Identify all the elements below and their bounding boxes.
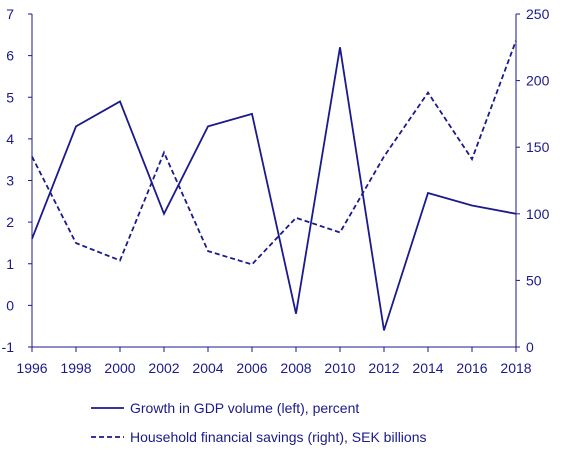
x-tick-label: 2012 bbox=[368, 360, 399, 376]
x-tick-label: 2016 bbox=[456, 360, 487, 376]
legend-label-household-savings: Household financial savings (right), SEK… bbox=[130, 429, 426, 445]
right-tick-label: 250 bbox=[526, 6, 550, 22]
x-tick-label: 2014 bbox=[412, 360, 443, 376]
series-line-gdp-growth bbox=[31, 47, 517, 331]
left-tick-label: 7 bbox=[6, 6, 14, 22]
legend: Growth in GDP volume (left), percent Hou… bbox=[91, 400, 426, 445]
x-tick-label: 2002 bbox=[148, 360, 179, 376]
x-tick-label: 2006 bbox=[236, 360, 267, 376]
x-tick-label: 2018 bbox=[500, 360, 531, 376]
right-axis-ticks: 0 50 100 150 200 250 bbox=[516, 6, 550, 355]
left-tick-label: -1 bbox=[2, 339, 15, 355]
left-axis-ticks: -1 0 1 2 3 4 5 6 7 bbox=[2, 6, 32, 355]
right-tick-label: 200 bbox=[526, 73, 550, 89]
right-tick-label: 50 bbox=[526, 272, 542, 288]
x-tick-label: 2004 bbox=[192, 360, 223, 376]
left-tick-label: 4 bbox=[6, 131, 14, 147]
right-tick-label: 100 bbox=[526, 206, 550, 222]
series-line-household-savings bbox=[31, 40, 517, 266]
x-tick-label: 2010 bbox=[324, 360, 355, 376]
left-tick-label: 3 bbox=[6, 173, 14, 189]
x-tick-label: 1996 bbox=[16, 360, 47, 376]
series-layer bbox=[31, 40, 517, 331]
x-tick-label: 2008 bbox=[280, 360, 311, 376]
x-tick-label: 2000 bbox=[104, 360, 135, 376]
legend-label-gdp-growth: Growth in GDP volume (left), percent bbox=[130, 400, 359, 416]
left-tick-label: 1 bbox=[6, 256, 14, 272]
right-tick-label: 0 bbox=[526, 339, 534, 355]
left-tick-label: 6 bbox=[6, 48, 14, 64]
x-axis-ticks: 1996 1998 2000 2002 2004 2006 2008 2010 2012 2014… bbox=[16, 347, 532, 376]
left-tick-label: 0 bbox=[6, 297, 14, 313]
left-tick-label: 2 bbox=[6, 214, 14, 230]
right-tick-label: 150 bbox=[526, 139, 550, 155]
left-tick-label: 5 bbox=[6, 89, 14, 105]
x-tick-label: 1998 bbox=[60, 360, 91, 376]
chart-axes bbox=[31, 14, 517, 348]
